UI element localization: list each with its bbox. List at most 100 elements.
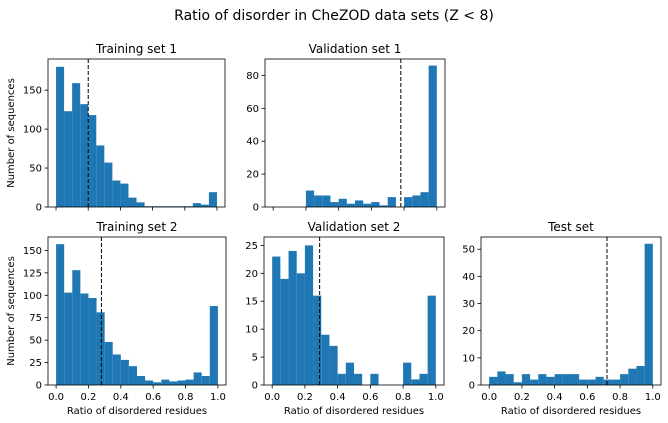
histogram-bar [305, 190, 315, 207]
x-tick-label: 0.8 [612, 392, 628, 403]
x-tick-label: 0.2 [81, 392, 97, 403]
x-tick-label: 1.0 [210, 392, 226, 403]
x-axis-label: Ratio of disordered residues [67, 406, 207, 417]
histogram-bar [145, 380, 154, 385]
histogram-bar [128, 197, 137, 207]
histogram-bar [112, 354, 121, 385]
x-tick-label: 0.0 [481, 392, 497, 403]
histogram-bar [346, 203, 355, 207]
y-tick-label: 5 [252, 353, 258, 364]
axes-frame [47, 58, 226, 208]
x-tick-label: 0.2 [514, 392, 530, 403]
x-tick-label: 1.0 [428, 392, 444, 403]
y-tick-label: 0 [469, 381, 475, 392]
axes-frame [47, 236, 227, 386]
histogram-bar [329, 345, 338, 385]
histogram-bar [201, 376, 210, 385]
axes-frame [480, 236, 662, 386]
histogram-bar [428, 65, 437, 207]
histogram-bar [296, 273, 305, 385]
y-tick-label: 60 [246, 104, 259, 115]
histogram-bar [192, 203, 201, 207]
histogram-bar [112, 180, 121, 207]
histogram-bar [169, 381, 178, 385]
histogram-bar [153, 382, 162, 385]
histogram-bar [403, 362, 412, 385]
y-tick-label: 30 [462, 299, 475, 310]
histogram-bar [330, 202, 339, 207]
histogram-bar [636, 365, 645, 385]
y-tick-label: 50 [462, 245, 475, 256]
x-tick-label: 0.0 [264, 392, 280, 403]
x-axis-label: Ratio of disordered residues [284, 406, 424, 417]
histogram-bar [322, 195, 331, 207]
histogram-bar [193, 372, 202, 385]
histogram-bar [185, 379, 194, 385]
histogram-bar [209, 306, 218, 385]
histogram-bar [371, 202, 380, 207]
histogram-bar [412, 195, 421, 207]
histogram-bar [88, 297, 97, 385]
y-axis-label: Number of sequences [6, 78, 17, 188]
y-tick-label: 40 [246, 137, 259, 148]
histogram-bar [321, 334, 330, 385]
panel-title: Test set [547, 220, 594, 234]
x-tick-label: 0.8 [178, 392, 194, 403]
axes-frame [263, 236, 445, 386]
panel-title: Training set 1 [95, 42, 177, 56]
histogram-bar [628, 368, 637, 385]
histogram-bar [497, 371, 506, 385]
y-tick-label: 125 [23, 268, 42, 279]
y-tick-label: 100 [23, 291, 42, 302]
histogram-bar [370, 373, 379, 385]
histogram-bar [72, 83, 81, 207]
histogram-bar [313, 295, 322, 385]
histogram-bar [513, 382, 522, 385]
histogram-bar [546, 376, 555, 385]
histogram-bar [521, 374, 531, 385]
histogram-bar [355, 200, 364, 207]
y-tick-label: 25 [245, 241, 258, 252]
histogram-bar [96, 145, 105, 207]
x-tick-label: 0.0 [48, 392, 64, 403]
histogram-bar [80, 104, 89, 207]
histogram-bar [611, 379, 621, 385]
x-tick-label: 0.6 [579, 392, 595, 403]
histogram-bar [571, 374, 580, 385]
histogram-bar [337, 373, 346, 385]
y-tick-label: 80 [246, 71, 259, 82]
histogram-bar [104, 341, 113, 385]
y-tick-label: 0 [36, 203, 42, 214]
histogram-bar [411, 379, 420, 385]
histogram-bar [562, 374, 571, 385]
y-tick-label: 0 [36, 381, 42, 392]
histogram-bar [120, 359, 129, 385]
histogram-bar [644, 243, 653, 385]
x-tick-label: 0.6 [145, 392, 161, 403]
x-tick-label: 0.4 [113, 392, 129, 403]
histogram-bar [338, 198, 347, 207]
panel-title: Training set 2 [96, 220, 178, 234]
histogram-bar [554, 374, 563, 385]
histogram-bar [56, 244, 65, 385]
y-tick-label: 20 [462, 326, 475, 337]
histogram-bar [272, 256, 281, 385]
y-tick-label: 20 [246, 170, 259, 181]
histogram-bar [595, 376, 604, 385]
y-tick-label: 10 [245, 325, 258, 336]
histogram-bar [489, 376, 498, 385]
histogram-bar [345, 362, 354, 385]
y-tick-label: 100 [23, 125, 42, 136]
histogram-bar [587, 379, 596, 385]
y-axis-label: Number of sequences [6, 256, 17, 366]
histogram-bar [404, 197, 413, 207]
histogram-bar [136, 202, 145, 207]
y-tick-label: 50 [29, 336, 42, 347]
histogram-bar [530, 379, 539, 385]
x-tick-label: 0.4 [330, 392, 346, 403]
y-tick-label: 40 [462, 272, 475, 283]
histogram-bar [120, 183, 129, 207]
histogram-bar [64, 111, 73, 207]
y-tick-label: 25 [29, 358, 42, 369]
